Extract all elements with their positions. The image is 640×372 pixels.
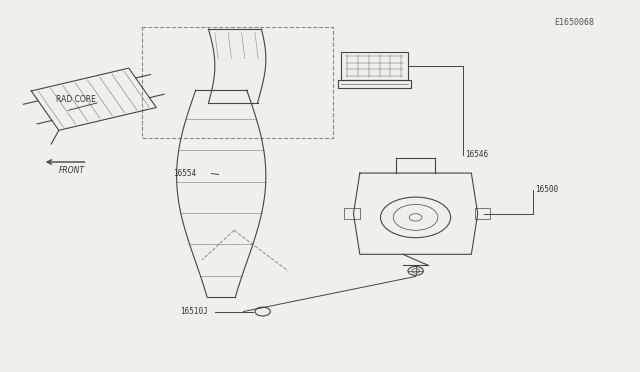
Text: 16500: 16500 — [536, 185, 559, 194]
Text: 16554: 16554 — [173, 169, 196, 177]
Bar — [474, 208, 490, 219]
Text: 16510J: 16510J — [180, 307, 207, 316]
Bar — [344, 208, 360, 219]
Text: RAD CORE: RAD CORE — [56, 95, 95, 104]
Bar — [337, 80, 411, 88]
Bar — [340, 52, 408, 80]
Text: FRONT: FRONT — [58, 166, 84, 175]
Bar — [141, 27, 333, 138]
Text: E1650068: E1650068 — [554, 18, 594, 27]
Text: 16546: 16546 — [465, 150, 488, 159]
